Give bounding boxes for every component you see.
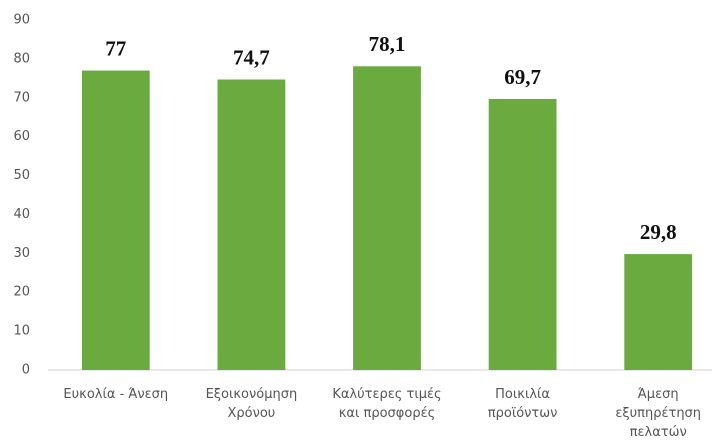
- value-label: 29,8: [640, 220, 677, 244]
- y-tick-label: 60: [13, 129, 30, 144]
- x-tick-label: Ευκολία - Άνεση: [63, 387, 168, 402]
- y-tick-label: 50: [13, 168, 30, 183]
- bar: [488, 98, 557, 370]
- value-label: 69,7: [504, 65, 541, 89]
- bar: [353, 66, 421, 371]
- x-tick-label: Άμεση εξυπηρέτηση πελατών: [615, 387, 701, 440]
- bar: [217, 79, 286, 370]
- x-tick-label: Καλύτερες τιμές και προσφορές: [332, 387, 441, 421]
- y-tick-label: 90: [13, 13, 30, 28]
- y-tick-label: 40: [13, 207, 30, 222]
- bar: [81, 70, 150, 371]
- bar: [624, 254, 693, 370]
- y-tick-label: 70: [13, 90, 30, 105]
- y-tick-label: 30: [13, 246, 30, 261]
- y-tick-label: 20: [13, 285, 30, 300]
- y-tick-label: 0: [22, 363, 30, 378]
- value-label: 78,1: [369, 32, 406, 56]
- x-tick-label: Εξοικονόμηση Χρόνου: [206, 387, 298, 421]
- y-tick-label: 80: [13, 51, 30, 66]
- value-label: 74,7: [233, 45, 270, 69]
- y-tick-label: 10: [13, 324, 30, 339]
- x-tick-label: Ποικιλία προϊόντων: [488, 387, 558, 421]
- value-label: 77: [105, 36, 126, 60]
